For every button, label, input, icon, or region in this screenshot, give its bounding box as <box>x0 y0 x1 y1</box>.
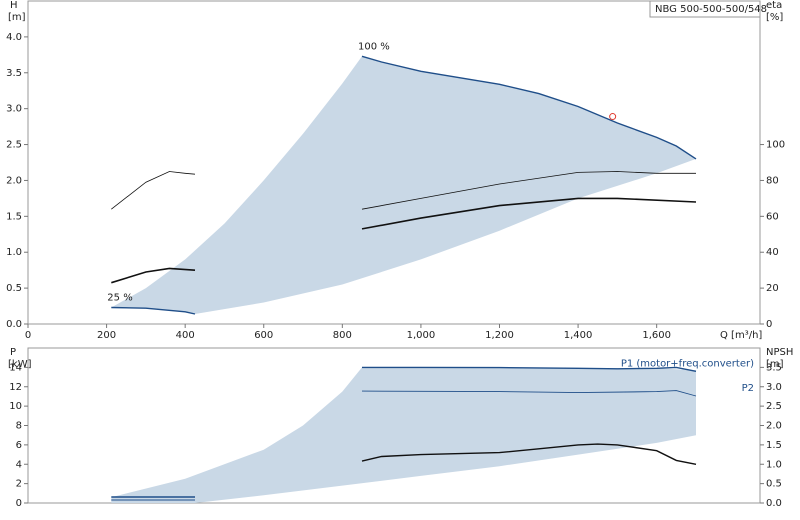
y-tick-label: 0.5 <box>6 283 22 294</box>
duty-point <box>609 113 617 121</box>
y-tick-label: 4.0 <box>6 32 22 43</box>
curve <box>361 443 697 465</box>
x-tick-label: 1,200 <box>485 330 514 341</box>
y-tick-label: 3.5 <box>6 68 22 79</box>
y2-tick-label: 60 <box>766 211 779 222</box>
x-tick-label: 400 <box>176 330 195 341</box>
x-tick-label: 800 <box>333 330 352 341</box>
curve-label: 25 % <box>107 292 132 303</box>
y2-axis-unit: [%] <box>766 12 783 23</box>
y-tick-label: 4 <box>16 459 22 470</box>
y2-tick-label: 40 <box>766 247 779 258</box>
x-tick-label: 200 <box>97 330 116 341</box>
y2-tick-label: 0.0 <box>766 498 782 509</box>
y2-tick-label: 2.0 <box>766 421 782 432</box>
y2-tick-label: 0 <box>766 319 772 330</box>
curve-label: 100 % <box>358 41 390 52</box>
curve <box>111 171 196 210</box>
y-axis-label: P <box>10 347 16 358</box>
y-tick-label: 1.5 <box>6 211 22 222</box>
x-tick-label: 0 <box>25 330 31 341</box>
y2-tick-label: 2.5 <box>766 401 782 412</box>
y2-tick-label: 20 <box>766 283 779 294</box>
y-tick-label: 8 <box>16 421 22 432</box>
y-axis-label: H <box>10 0 18 11</box>
x-axis-label: Q [m³/h] <box>720 330 762 341</box>
y-axis-unit: [kW] <box>8 359 32 370</box>
y2-axis-unit: [m] <box>766 359 784 370</box>
y2-tick-label: 1.5 <box>766 440 782 451</box>
curve <box>111 267 196 284</box>
title: NBG 500-500-500/548 <box>655 4 767 15</box>
x-tick-label: 1,000 <box>407 330 436 341</box>
curve <box>111 306 196 315</box>
curve-label: P1 (motor+freq.converter) <box>621 358 754 369</box>
y2-tick-label: 0.5 <box>766 479 782 490</box>
plot-frame <box>27 0 761 325</box>
y-tick-label: 2.0 <box>6 175 22 186</box>
x-tick-label: 600 <box>254 330 273 341</box>
curve <box>361 390 697 397</box>
y2-tick-label: 1.0 <box>766 459 782 470</box>
y-tick-label: 12 <box>9 382 22 393</box>
title-box <box>649 0 761 18</box>
y-tick-label: 3.0 <box>6 104 22 115</box>
curve <box>361 171 696 210</box>
curve <box>361 55 697 160</box>
y-axis-unit: [m] <box>8 12 26 23</box>
operating-range <box>111 56 697 315</box>
y2-axis-label: eta <box>766 0 782 11</box>
curve <box>361 197 697 230</box>
y2-tick-label: 3.0 <box>766 382 782 393</box>
x-tick-label: 1,400 <box>564 330 593 341</box>
y2-tick-label: 3.5 <box>766 362 782 373</box>
y-tick-label: 10 <box>9 401 22 412</box>
y-tick-label: 14 <box>9 362 22 373</box>
y-tick-label: 6 <box>16 440 22 451</box>
y-tick-label: 2 <box>16 479 22 490</box>
x-tick-label: 1,600 <box>642 330 671 341</box>
y-tick-label: 2.5 <box>6 140 22 151</box>
y-tick-label: 0 <box>16 498 22 509</box>
y-tick-label: 1.0 <box>6 247 22 258</box>
curve-label: P2 <box>742 383 754 394</box>
operating-range <box>111 367 697 503</box>
y2-tick-label: 100 <box>766 140 785 151</box>
curve <box>362 366 697 372</box>
y2-tick-label: 80 <box>766 175 779 186</box>
y2-axis-label: NPSH <box>766 347 793 358</box>
y-tick-label: 0.0 <box>6 319 22 330</box>
